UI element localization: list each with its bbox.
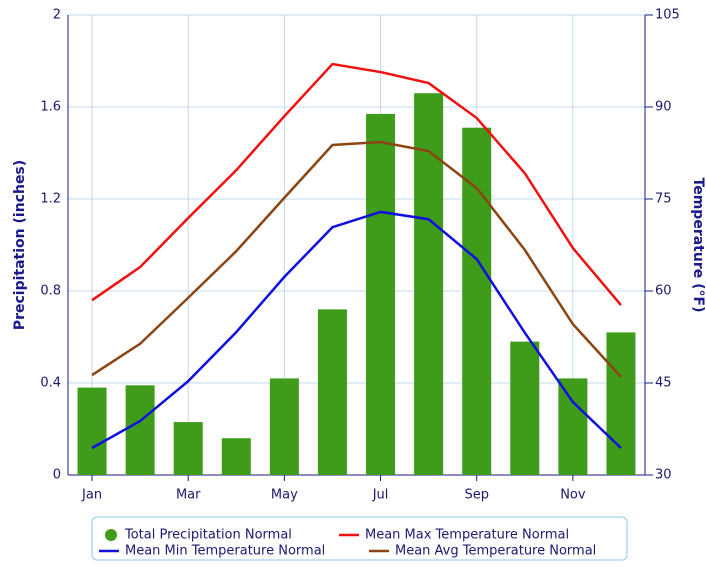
bar xyxy=(510,341,540,475)
y-tick-label: 1.2 xyxy=(40,192,61,207)
bar xyxy=(462,127,492,475)
y2-tick-label: 60 xyxy=(655,284,672,299)
y2-tick-label: 90 xyxy=(655,100,672,115)
y2-tick-label: 105 xyxy=(655,8,680,23)
x-tick-label: Sep xyxy=(464,488,489,503)
bar xyxy=(221,438,251,475)
y-tick-label: 2 xyxy=(53,8,61,23)
bar xyxy=(366,113,396,476)
bar xyxy=(606,332,636,475)
bar xyxy=(269,378,299,475)
legend-label: Mean Avg Temperature Normal xyxy=(395,544,596,559)
line xyxy=(91,140,622,378)
bar xyxy=(317,309,347,475)
bar xyxy=(173,422,203,475)
line xyxy=(91,62,622,306)
y2-axis-title: Temperature (°F) xyxy=(690,178,706,313)
legend-label: Mean Min Temperature Normal xyxy=(125,544,325,559)
legend-box xyxy=(91,516,628,561)
legend-label: Mean Max Temperature Normal xyxy=(365,528,569,543)
x-tick-label: Nov xyxy=(560,488,586,503)
y-tick-label: 0.8 xyxy=(40,284,61,299)
legend-label: Total Precipitation Normal xyxy=(124,528,292,543)
y2-tick-label: 30 xyxy=(655,468,672,483)
bar xyxy=(558,378,588,475)
bar xyxy=(125,385,155,475)
x-tick-label: Mar xyxy=(176,488,201,503)
y2-tick-label: 45 xyxy=(655,376,672,391)
x-tick-label: Jul xyxy=(372,488,389,503)
y-tick-label: 1.6 xyxy=(40,100,61,115)
y-tick-label: 0 xyxy=(53,468,61,483)
bar xyxy=(77,387,107,475)
legend-swatch xyxy=(105,529,117,541)
y-axis-title: Precipitation (inches) xyxy=(12,160,28,330)
bar xyxy=(414,93,444,475)
line xyxy=(91,210,622,450)
y-tick-label: 0.4 xyxy=(40,376,61,391)
x-tick-label: May xyxy=(271,488,298,503)
y2-tick-label: 75 xyxy=(655,192,672,207)
x-tick-label: Jan xyxy=(81,488,102,503)
